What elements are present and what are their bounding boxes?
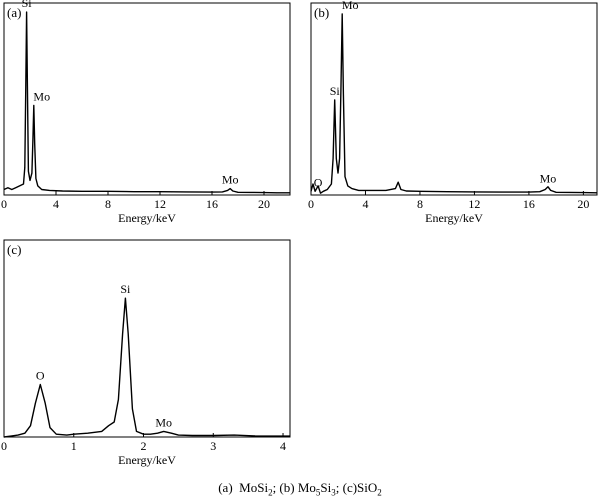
spectrum-line	[3, 11, 290, 194]
x-tick-label: 8	[417, 197, 423, 211]
caption-a-formula: MoSi	[239, 480, 269, 495]
caption-c-sub: 2	[377, 487, 382, 498]
spectrum-line	[3, 297, 290, 438]
caption-b-sub1: 5	[315, 487, 321, 498]
x-tick-label: 3	[210, 439, 216, 453]
peak-label: Si	[330, 84, 341, 98]
x-tick-label: 20	[258, 197, 270, 211]
peak-label: O	[314, 175, 323, 189]
spectrum-line	[310, 13, 598, 194]
x-tick-label: 16	[206, 197, 218, 211]
plot-frame	[3, 239, 291, 438]
peak-label: Si	[22, 0, 33, 10]
x-tick-label: 12	[154, 197, 166, 211]
peak-label: Mo	[222, 173, 239, 187]
chart-panel-1: (b) 0 4 8 12 16 20 Energy/keV O Si Mo Mo	[308, 0, 598, 225]
panel-label: (a)	[7, 5, 21, 20]
figure-caption: (a) MoSi2; (b) Mo5Si3; (c)SiO2	[0, 480, 600, 498]
x-tick-label: 4	[280, 439, 286, 453]
x-tick-label: 0	[308, 197, 314, 211]
peak-label: O	[36, 368, 45, 382]
caption-b-sub2: 3	[331, 487, 336, 498]
caption-b-mid: Si	[320, 480, 332, 495]
chart-panel-2: (c) 0 1 2 3 4 Energy/keV O Si Mo	[1, 239, 291, 467]
caption-a-label: (a)	[218, 480, 233, 495]
plot-frame	[310, 2, 598, 196]
peak-label: Mo	[155, 415, 172, 429]
x-tick-label: 0	[1, 197, 7, 211]
x-axis-label: Energy/keV	[118, 453, 176, 467]
x-tick-label: 2	[141, 439, 147, 453]
x-tick-label: 4	[53, 197, 59, 211]
peak-label: Si	[120, 282, 131, 296]
x-axis-label: Energy/keV	[118, 211, 176, 225]
peak-label: Mo	[342, 0, 359, 12]
peak-label: Mo	[33, 89, 50, 103]
caption-a-sub: 2	[268, 487, 273, 498]
caption-b-label: ; (b) Mo	[272, 480, 316, 495]
x-tick-label: 4	[362, 197, 368, 211]
x-tick-label: 1	[71, 439, 77, 453]
peak-label: Mo	[540, 172, 557, 186]
x-tick-label: 16	[523, 197, 535, 211]
plot-frame	[3, 2, 291, 196]
panel-label: (c)	[7, 242, 21, 257]
x-tick-label: 0	[1, 439, 7, 453]
panel-label: (b)	[314, 5, 329, 20]
x-axis-label: Energy/keV	[425, 211, 483, 225]
chart-panel-0: (a) 0 4 8 12 16 20 Energy/keV Si Mo Mo	[1, 0, 291, 225]
x-tick-label: 12	[468, 197, 480, 211]
caption-c-label: ; (c)SiO	[335, 480, 378, 495]
x-tick-label: 8	[105, 197, 111, 211]
x-tick-label: 20	[577, 197, 589, 211]
